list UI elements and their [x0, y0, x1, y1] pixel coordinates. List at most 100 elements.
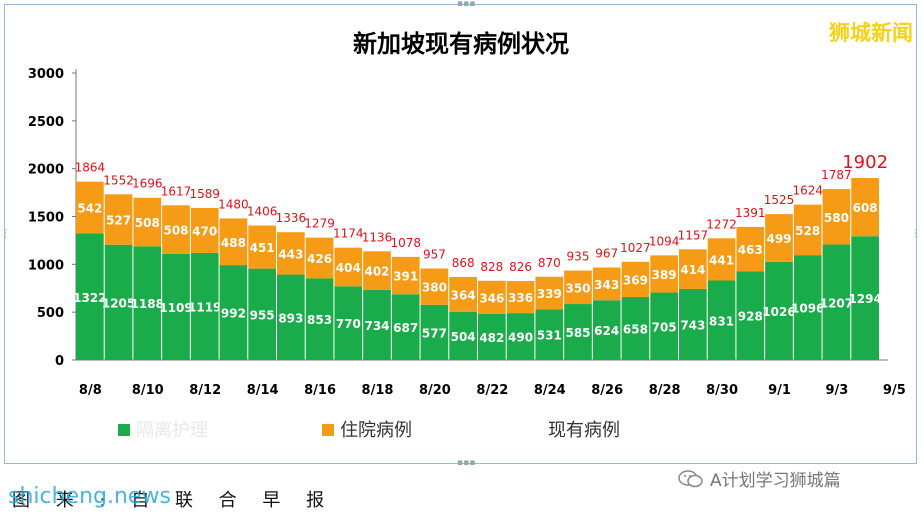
bar-isolation-care: [277, 274, 305, 360]
data-label-hospitalized: 528: [795, 224, 820, 238]
data-label-total: 1617: [161, 184, 192, 198]
data-label-total: 1391: [735, 206, 766, 220]
bar-isolation-care: [391, 294, 420, 360]
resize-handle-right[interactable]: ⋮: [911, 229, 920, 239]
bar-hospitalized: [104, 194, 133, 245]
data-label-hospitalized: 336: [508, 291, 533, 305]
data-label-isolation-care: 577: [422, 326, 447, 340]
bar-isolation-care: [822, 244, 851, 360]
data-label-total: 828: [480, 260, 503, 274]
data-label-isolation-care: 504: [451, 330, 476, 344]
data-label-hospitalized: 499: [766, 232, 791, 246]
wechat-icon: [678, 469, 703, 487]
data-label-hospitalized: 580: [824, 211, 849, 225]
y-tick-label: 500: [37, 306, 64, 321]
data-label-total: 1696: [132, 177, 163, 191]
bar-hospitalized: [679, 249, 707, 289]
x-tick-label: 8/12: [189, 383, 221, 398]
wechat-account-name: A计划学习狮城篇: [710, 471, 841, 491]
data-label-hospitalized: 369: [623, 273, 648, 287]
wechat-account[interactable]: A计划学习狮城篇: [678, 466, 841, 491]
data-label-isolation-care: 893: [278, 311, 303, 325]
data-label-total: 1157: [678, 228, 709, 242]
data-label-isolation-care: 853: [307, 313, 332, 327]
data-label-total: 1480: [218, 197, 249, 211]
data-label-total: 1136: [362, 230, 393, 244]
data-label-total: 1589: [189, 187, 220, 201]
bar-hospitalized: [736, 226, 765, 272]
bar-hospitalized: [334, 247, 363, 287]
bar-hospitalized: [219, 218, 248, 266]
bar-hospitalized: [535, 276, 564, 310]
bar-hospitalized: [248, 225, 276, 269]
data-label-total: 1272: [706, 217, 737, 231]
bar-hospitalized: [133, 197, 162, 247]
data-label-hospitalized: 346: [479, 291, 504, 305]
bar-hospitalized: [506, 280, 535, 314]
bar-hospitalized: [793, 204, 822, 256]
data-label-isolation-care: 658: [623, 323, 648, 337]
data-label-isolation-care: 1322: [73, 291, 106, 305]
bar-hospitalized: [449, 276, 477, 312]
data-label-total: 1902: [842, 152, 888, 173]
bar-isolation-care: [793, 255, 822, 360]
data-label-isolation-care: 1119: [188, 300, 221, 314]
data-label-hospitalized: 404: [336, 261, 361, 275]
bar-isolation-care: [650, 292, 678, 360]
data-label-total: 967: [595, 246, 618, 260]
legend-total-cases-label: 现有病例: [548, 420, 620, 441]
data-label-hospitalized: 488: [221, 236, 246, 250]
data-label-isolation-care: 482: [479, 331, 504, 345]
data-label-hospitalized: 508: [163, 224, 188, 238]
legend: 隔离护理 住院病例 现有病例: [118, 420, 620, 441]
bar-hospitalized: [765, 214, 793, 262]
data-label-hospitalized: 414: [680, 263, 705, 277]
bar-hospitalized: [650, 255, 678, 293]
data-label-isolation-care: 585: [565, 326, 590, 340]
data-label-total: 1525: [764, 193, 795, 207]
bar-isolation-care: [679, 288, 707, 360]
bar-hospitalized: [76, 181, 104, 234]
watermark-logo: 狮城新闻: [829, 21, 913, 45]
bar-isolation-care: [133, 246, 162, 360]
data-label-hospitalized: 608: [853, 201, 878, 215]
bar-isolation-care: [248, 268, 276, 360]
data-label-isolation-care: 705: [652, 320, 677, 334]
y-tick-label: 2000: [28, 163, 64, 178]
bar-isolation-care: [334, 286, 363, 360]
resize-handle-bottom[interactable]: ▪▪▪: [457, 458, 476, 468]
data-label-hospitalized: 339: [537, 287, 562, 301]
bar-hospitalized: [190, 207, 219, 253]
bar-isolation-care: [765, 261, 793, 360]
resize-handle-top[interactable]: ▪▪▪: [457, 0, 476, 9]
data-label-hospitalized: 443: [278, 247, 303, 261]
bar-hospitalized: [277, 232, 305, 275]
bar-isolation-care: [736, 271, 765, 360]
chart-title: 新加坡现有病例状况: [353, 30, 569, 58]
x-tick-label: 8/22: [476, 383, 508, 398]
bar-isolation-care: [564, 304, 592, 360]
bar-isolation-care: [190, 252, 219, 360]
x-tick-label: 8/28: [649, 383, 681, 398]
data-label-total: 868: [452, 256, 475, 270]
data-label-total: 1787: [821, 168, 852, 182]
bar-hospitalized: [391, 256, 420, 295]
data-label-hospitalized: 441: [709, 253, 734, 267]
data-label-isolation-care: 490: [508, 331, 533, 345]
data-label-total: 1864: [75, 161, 106, 175]
data-label-total: 1406: [247, 204, 278, 218]
x-axis: 8/8 8/10 8/12 8/14 8/16 8/18 8/20 8/22 8/24 8/26 8…: [76, 359, 906, 398]
data-label-total: 1078: [390, 236, 421, 250]
bar-isolation-care: [707, 280, 736, 360]
resize-handle-left[interactable]: ⋮: [1, 229, 10, 239]
bar-isolation-care: [219, 265, 248, 360]
bar-hospitalized: [363, 251, 391, 290]
data-label-total: 826: [509, 260, 532, 274]
legend-isolation-care-label: 隔离护理: [136, 420, 208, 441]
data-label-total: 935: [567, 250, 590, 264]
data-label-hospitalized: 343: [594, 278, 619, 292]
bar-hospitalized: [305, 237, 334, 279]
data-label-isolation-care: 1109: [159, 301, 192, 315]
data-label-hospitalized: 391: [393, 270, 418, 284]
data-label-hospitalized: 527: [106, 214, 131, 228]
